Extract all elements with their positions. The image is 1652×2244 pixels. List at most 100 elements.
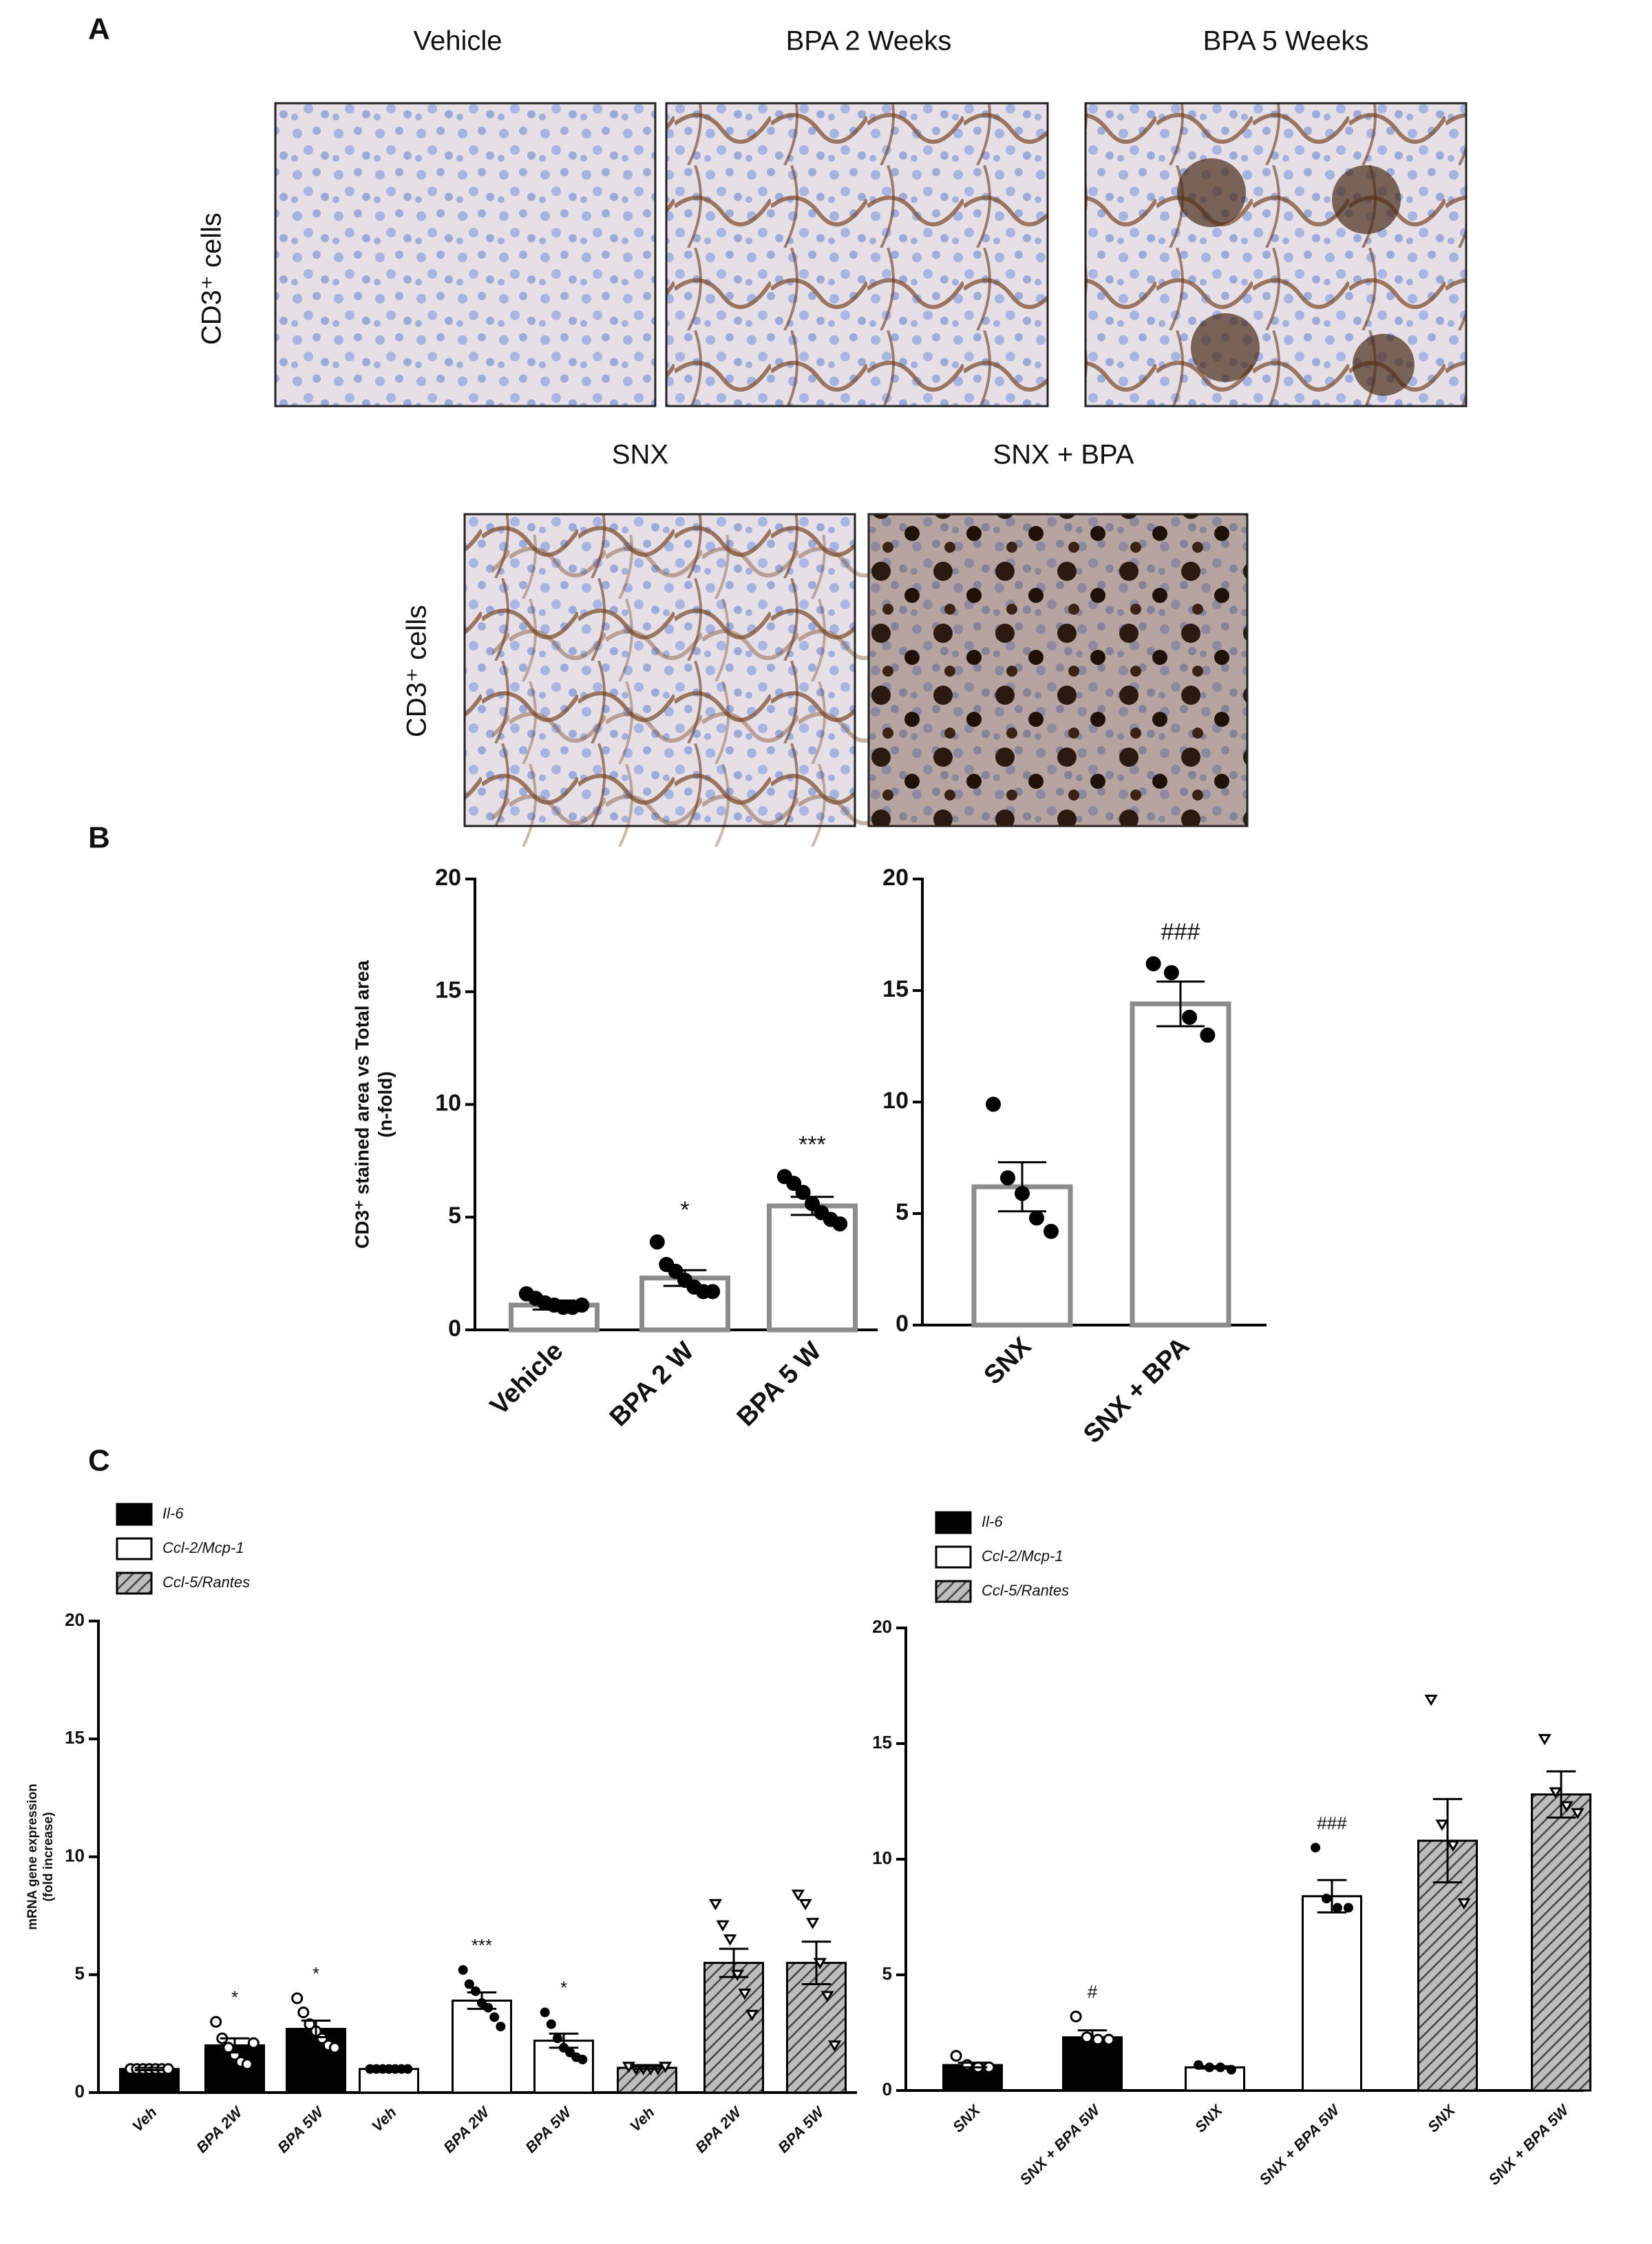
data-point (738, 1989, 752, 2000)
data-point (961, 2059, 973, 2071)
image-ylabel: CD3⁺ cells (402, 605, 432, 737)
bar (617, 2066, 677, 2094)
data-point (578, 2055, 588, 2065)
data-point (813, 1958, 827, 1969)
error-bar (1077, 2029, 1108, 2046)
significance-label: ### (1161, 919, 1200, 945)
legend-swatch (935, 1580, 972, 1603)
x-tick-label: SNX (949, 2101, 984, 2136)
data-point (316, 2032, 328, 2044)
data-point (1000, 1170, 1015, 1186)
x-tick-label: BPA 2W (193, 2102, 246, 2156)
error-bar (549, 2032, 579, 2049)
error-bar (374, 2066, 404, 2071)
data-point (820, 1991, 834, 2002)
data-point (798, 1898, 812, 1911)
significance-label: ### (1317, 1812, 1347, 1833)
data-point (464, 1979, 474, 1989)
data-point (1311, 1843, 1321, 1853)
legend-label: Ccl-2/Mcp-1 (162, 1539, 244, 1556)
y-tick-label: 5 (896, 1199, 909, 1225)
data-point (241, 2058, 253, 2071)
data-point (403, 2064, 413, 2074)
data-point (1343, 1903, 1353, 1913)
data-point (1205, 2062, 1215, 2073)
legend-label: Ccl-5/Rantes (982, 1582, 1069, 1599)
x-tick-label: Vehicle (485, 1337, 569, 1421)
x-tick-label: SNX + BPA 5W (1016, 2100, 1104, 2188)
image-title: BPA 2 Weeks (786, 26, 952, 56)
y-tick-label: 5 (448, 1203, 461, 1229)
data-point (1322, 1894, 1332, 1904)
bar (1302, 1895, 1362, 2092)
error-bar (1200, 2065, 1230, 2070)
error-bar (134, 2066, 165, 2071)
data-point (1145, 956, 1161, 972)
micrograph (274, 102, 657, 407)
micrograph (867, 513, 1249, 827)
legend-swatch (935, 1511, 972, 1534)
x-tick-label: BPA 2W (692, 2102, 745, 2156)
y-tick-label: 0 (75, 2081, 85, 2102)
data-point (1457, 1898, 1471, 1910)
data-point (546, 2019, 556, 2029)
x-tick-label: BPA 5 W (732, 1337, 827, 1432)
data-point (1560, 1801, 1574, 1812)
y-tick-label: 15 (65, 1727, 85, 1748)
y-tick-label: 20 (872, 1616, 892, 1637)
y-tick-label: 10 (65, 1845, 85, 1865)
y-axis-label: (fold increase) (41, 1812, 56, 1902)
image-ylabel: CD3⁺ cells (197, 213, 227, 345)
data-point (1163, 965, 1179, 981)
data-point (1446, 1840, 1460, 1852)
data-point (162, 2063, 174, 2075)
data-point (1029, 1210, 1044, 1226)
data-point (247, 2037, 260, 2049)
legend-swatch (116, 1571, 153, 1595)
error-bar (1156, 980, 1205, 1028)
data-point (458, 1965, 468, 1975)
data-point (1424, 1695, 1438, 1706)
y-tick-label: 20 (882, 865, 909, 891)
x-tick-label: Veh (626, 2104, 658, 2135)
data-point (1092, 2033, 1104, 2046)
data-point (489, 2012, 500, 2022)
data-point (791, 1890, 805, 1901)
data-point (1103, 2033, 1115, 2046)
x-tick-label: SNX (979, 1331, 1037, 1390)
y-tick-label: 0 (882, 2079, 892, 2099)
data-point (1194, 2060, 1204, 2071)
image-title: SNX (612, 440, 668, 470)
panel-label: C (88, 1444, 110, 1478)
data-point (658, 2062, 673, 2073)
data-point (986, 1097, 1001, 1112)
data-point (806, 1918, 820, 1929)
y-tick-label: 20 (435, 865, 461, 891)
data-point (552, 2033, 562, 2044)
micrograph (463, 513, 882, 847)
data-point (328, 2042, 341, 2054)
micrograph (665, 102, 1049, 407)
legend-label: Il-6 (982, 1513, 1003, 1530)
data-point (1226, 2064, 1236, 2075)
data-point (210, 2015, 222, 2028)
x-tick-label: BPA 2 W (604, 1337, 700, 1432)
significance-label: * (680, 1197, 689, 1223)
data-point (832, 1216, 848, 1232)
y-tick-label: 0 (896, 1311, 909, 1337)
data-point (705, 1284, 721, 1300)
y-axis-label: (n-fold) (374, 1071, 396, 1137)
y-tick-label: 10 (435, 1090, 461, 1116)
data-point (708, 1898, 723, 1911)
y-tick-label: 20 (65, 1609, 85, 1630)
panel-label: B (88, 821, 110, 855)
x-tick-label: Veh (368, 2104, 400, 2135)
x-tick-label: SNX + BPA 5W (1485, 2100, 1573, 2188)
error-bar (801, 1940, 832, 1985)
significance-label: * (231, 1987, 238, 2007)
significance-label: *** (798, 1132, 826, 1158)
data-point (1549, 1787, 1563, 1799)
error-bar (790, 1196, 834, 1216)
data-point (540, 2007, 550, 2018)
